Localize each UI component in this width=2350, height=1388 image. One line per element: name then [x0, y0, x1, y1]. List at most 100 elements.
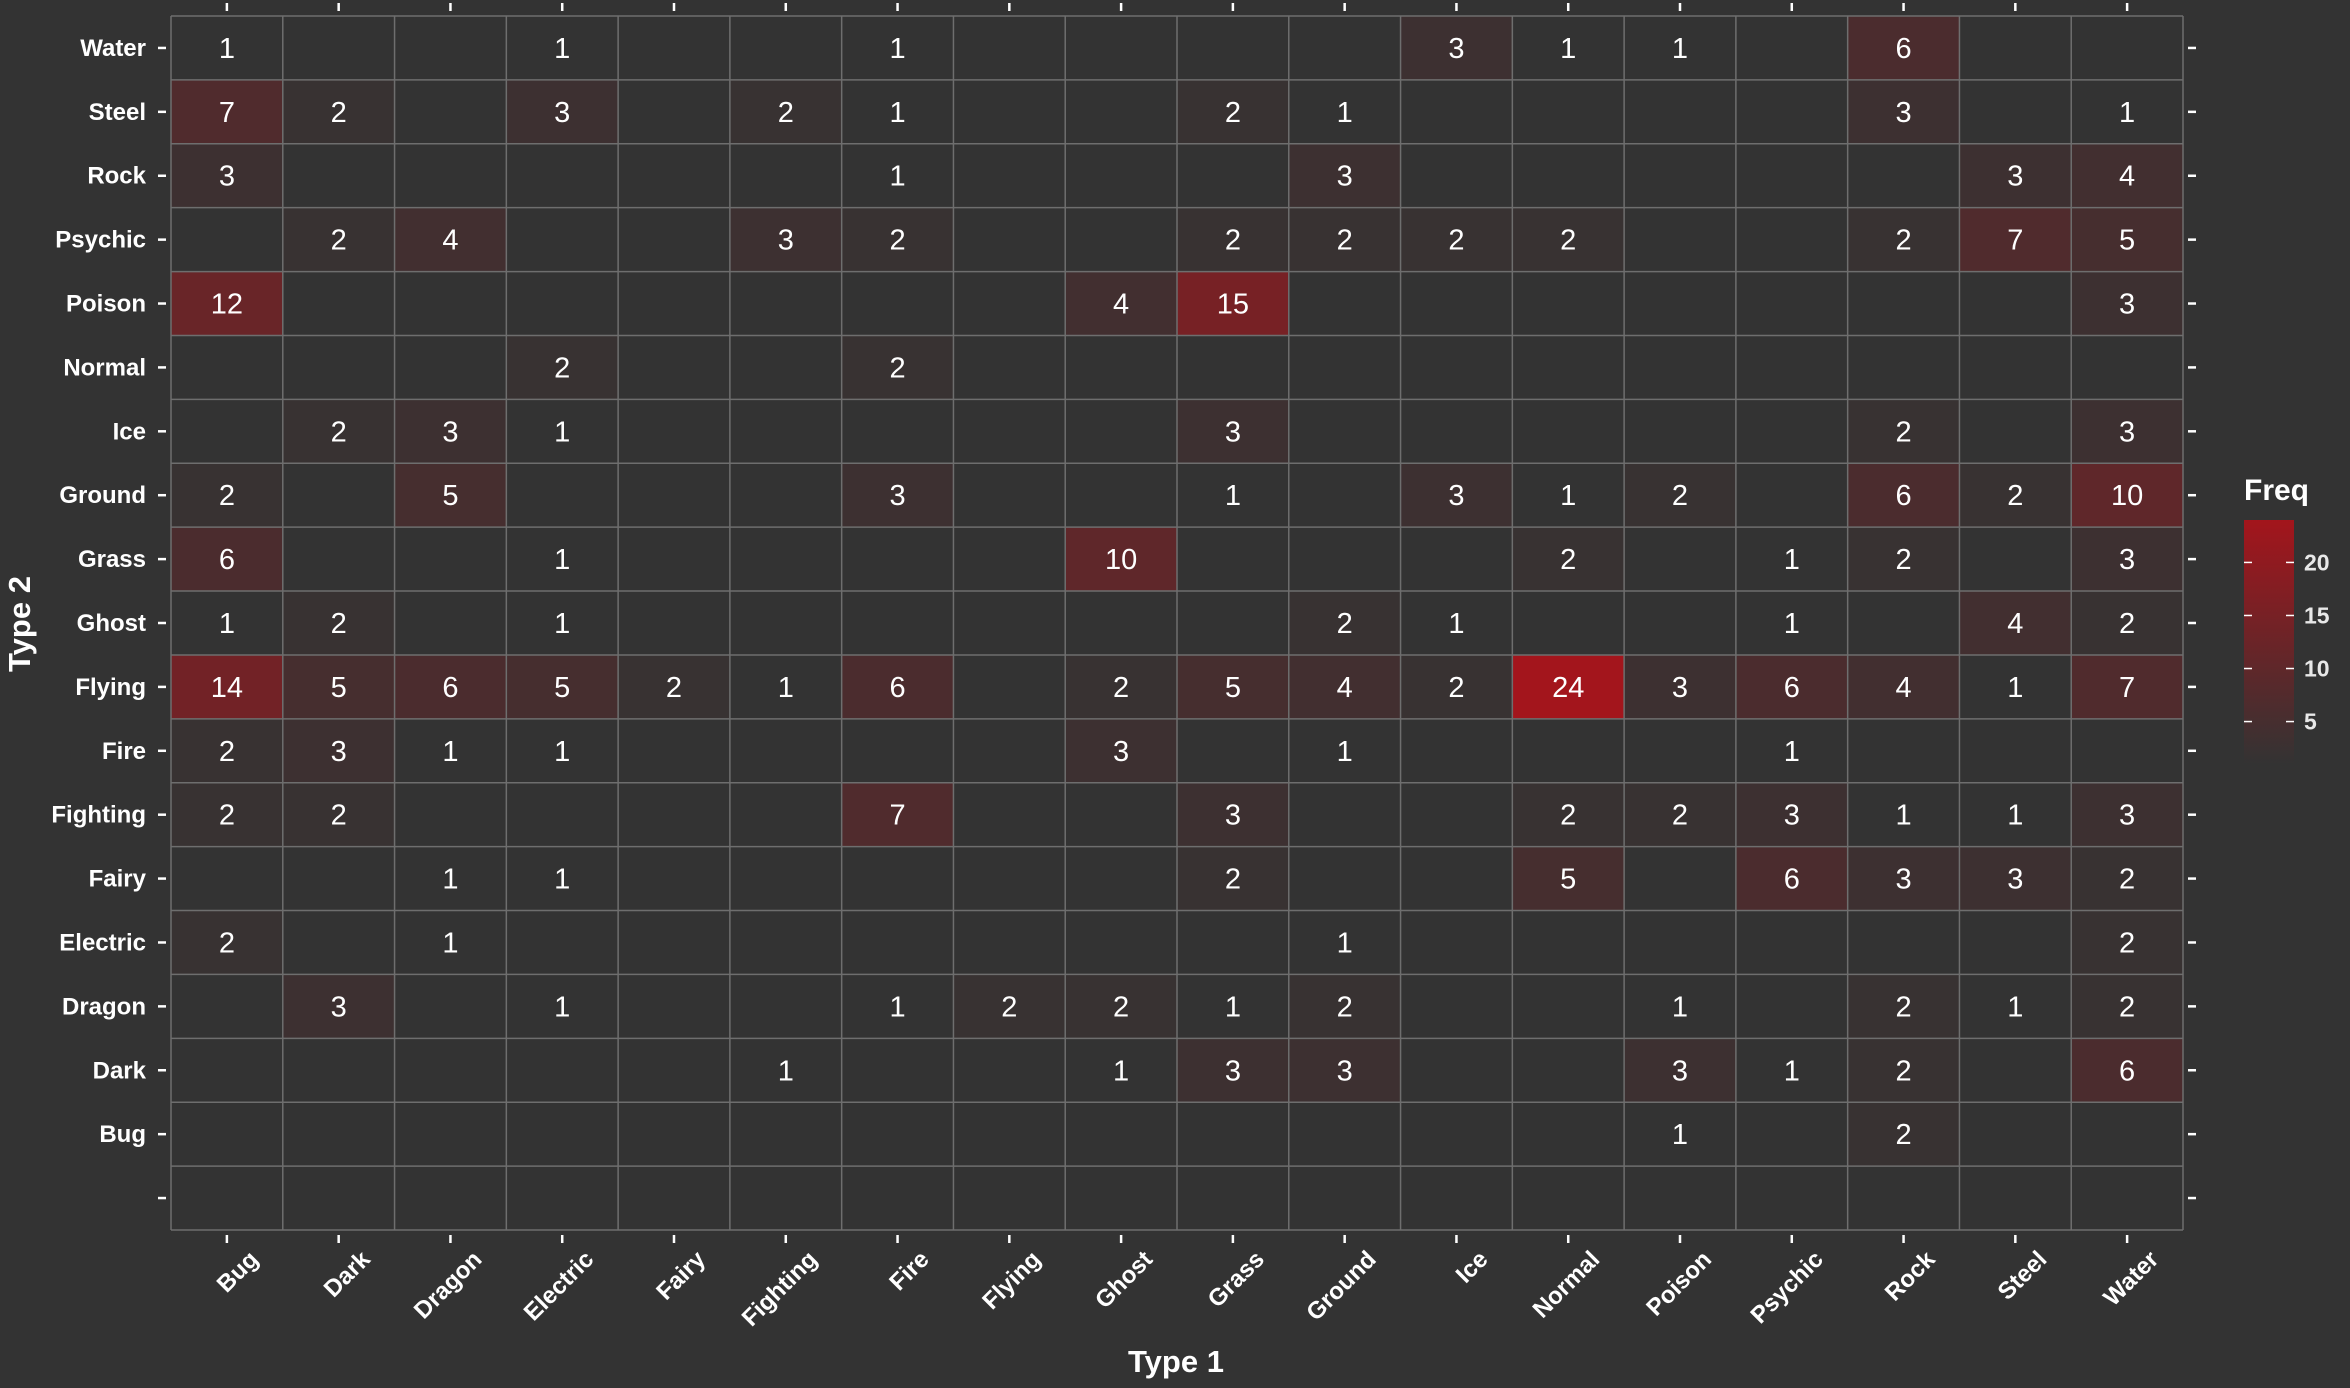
cell-value-label: 3	[331, 991, 347, 1023]
heatmap-cell	[1288, 143, 1401, 208]
cell-value-label: 15	[1217, 289, 1249, 321]
y-axis-title: Type 2	[2, 576, 37, 672]
y-tick-label: Electric	[59, 929, 146, 956]
y-tick-label: Dark	[93, 1057, 147, 1084]
heatmap-cell	[1735, 527, 1848, 592]
heatmap-cell	[841, 143, 954, 208]
heatmap-cell	[1512, 463, 1625, 528]
heatmap-cell	[1065, 654, 1177, 719]
cell-value-label: 3	[2119, 289, 2135, 321]
y-tick-label: Dragon	[62, 993, 146, 1020]
cell-value-label: 4	[2007, 608, 2023, 640]
heatmap-cell	[1177, 463, 1289, 528]
heatmap-cell	[171, 527, 283, 592]
cell-value-label: 1	[778, 672, 794, 704]
cell-value-label: 2	[1895, 991, 1911, 1023]
heatmap-cell	[1959, 654, 2072, 719]
cell-value-label: 2	[889, 225, 905, 257]
heatmap-cell	[1735, 846, 1848, 911]
cell-value-label: 3	[1225, 416, 1241, 448]
cell-value-label: 2	[1001, 991, 1017, 1023]
heatmap-cell	[1288, 974, 1401, 1039]
cell-value-label: 3	[889, 480, 905, 512]
heatmap-cell	[1847, 782, 1960, 847]
cell-value-label: 2	[331, 97, 347, 129]
cell-value-label: 6	[1895, 480, 1911, 512]
heatmap-cell	[1735, 591, 1848, 655]
cell-value-label: 1	[1560, 33, 1576, 65]
heatmap-cell	[506, 399, 619, 464]
heatmap-cell	[1735, 782, 1848, 847]
cell-value-label: 24	[1552, 672, 1584, 704]
heatmap-cell	[1177, 1038, 1289, 1103]
cell-value-label: 4	[1895, 672, 1911, 704]
heatmap-cell	[1288, 79, 1401, 144]
heatmap-cell	[1512, 207, 1625, 272]
heatmap-cell	[1065, 974, 1177, 1039]
heatmap-cell	[1735, 654, 1848, 719]
cell-value-label: 1	[554, 608, 570, 640]
y-tick-label: Fire	[102, 738, 146, 765]
heatmap-cell	[171, 782, 283, 847]
heatmap-cell	[506, 846, 619, 911]
heatmap-cell	[841, 654, 954, 719]
heatmap-cell	[2071, 399, 2183, 464]
heatmap-cell	[1512, 782, 1625, 847]
heatmap-cell	[506, 974, 619, 1039]
cell-value-label: 3	[1225, 1055, 1241, 1087]
cell-value-label: 1	[1672, 1119, 1688, 1151]
cell-value-label: 2	[1672, 800, 1688, 832]
heatmap-cell	[282, 654, 395, 719]
heatmap-cell	[282, 591, 395, 655]
cell-value-label: 2	[1560, 225, 1576, 257]
heatmap-cell	[1177, 79, 1289, 144]
cell-value-label: 2	[331, 416, 347, 448]
cell-value-label: 2	[1895, 1119, 1911, 1151]
cell-value-label: 2	[1448, 672, 1464, 704]
cell-value-label: 2	[666, 672, 682, 704]
cell-value-label: 3	[1448, 33, 1464, 65]
heatmap-cell	[1288, 1038, 1401, 1103]
heatmap-cell	[171, 910, 283, 975]
heatmap-cell	[1847, 654, 1960, 719]
heatmap-cell	[729, 1038, 842, 1103]
heatmap-cell	[1959, 846, 2072, 911]
cell-value-label: 2	[219, 927, 235, 959]
heatmap-cell	[1847, 79, 1960, 144]
cell-value-label: 1	[1113, 1055, 1129, 1087]
y-tick-label: Rock	[87, 163, 146, 190]
cell-value-label: 10	[2111, 480, 2143, 512]
heatmap-cell	[171, 654, 283, 719]
heatmap-cell	[1624, 1038, 1736, 1103]
heatmap-cell	[2071, 79, 2183, 144]
cell-value-label: 1	[1225, 991, 1241, 1023]
heatmap-cell	[1400, 207, 1513, 272]
heatmap-cell	[282, 974, 395, 1039]
cell-value-label: 3	[1337, 1055, 1353, 1087]
heatmap-cell	[2071, 207, 2183, 272]
heatmap-cell	[1177, 782, 1289, 847]
y-tick-label: Ice	[113, 418, 146, 445]
cell-value-label: 1	[554, 736, 570, 768]
cell-value-label: 2	[1448, 225, 1464, 257]
heatmap-cell	[1512, 16, 1625, 80]
cell-value-label: 3	[1672, 1055, 1688, 1087]
cell-value-label: 2	[219, 736, 235, 768]
cell-value-label: 2	[1113, 672, 1129, 704]
heatmap-cell	[1400, 654, 1513, 719]
y-tick-label: Fairy	[89, 866, 147, 893]
heatmap-cell	[1847, 527, 1960, 592]
cell-value-label: 1	[889, 991, 905, 1023]
heatmap-cell	[394, 399, 507, 464]
cell-value-label: 7	[2119, 672, 2135, 704]
y-tick-label: Water	[80, 35, 146, 62]
heatmap-cell	[2071, 143, 2183, 208]
heatmap-cell	[1624, 974, 1736, 1039]
cell-value-label: 1	[1672, 991, 1688, 1023]
cell-value-label: 3	[1784, 800, 1800, 832]
cell-value-label: 1	[1337, 736, 1353, 768]
heatmap-cell	[394, 654, 507, 719]
cell-value-label: 7	[2007, 225, 2023, 257]
heatmap-cell	[1065, 1038, 1177, 1103]
heatmap-cell	[1735, 1038, 1848, 1103]
